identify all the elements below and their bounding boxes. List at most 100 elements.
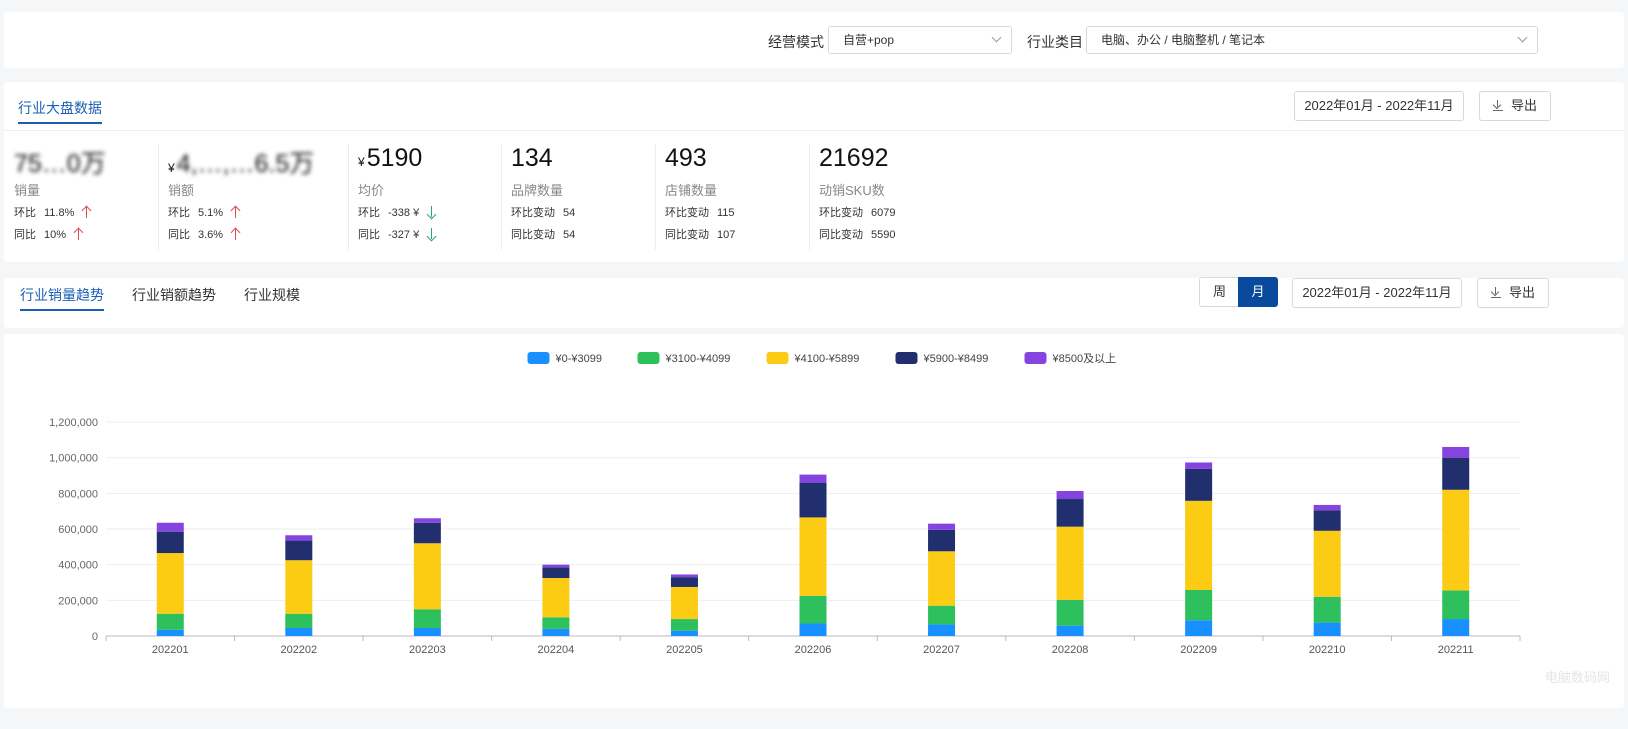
legend-swatch <box>527 352 550 364</box>
stat-compare-key: 同比 <box>358 229 380 241</box>
x-tick-label: 202203 <box>409 644 446 656</box>
bar-segment <box>1313 622 1341 636</box>
stat-label: 销额 <box>168 183 195 198</box>
divider <box>4 130 1624 131</box>
y-tick-label: 600,000 <box>58 524 98 536</box>
stat-divider <box>655 144 656 250</box>
stat-number: 134 <box>511 144 553 172</box>
bar-segment <box>799 482 827 518</box>
legend-swatch <box>1024 352 1047 364</box>
granularity-month-button[interactable]: 月 <box>1238 277 1278 307</box>
y-tick-label: 0 <box>92 631 98 643</box>
bar-segment <box>413 627 441 636</box>
arrow-down-icon <box>427 228 436 240</box>
chevron-down-icon <box>1519 34 1527 42</box>
bar-segment <box>1313 504 1341 511</box>
stat-compare-value: -327 ¥ <box>388 229 420 241</box>
bar-segment <box>413 522 441 544</box>
bar-segment <box>799 595 827 624</box>
bar-segment <box>413 543 441 610</box>
bar-segment <box>1442 590 1470 620</box>
stat-number: 4,…,…6.5万 <box>176 150 315 178</box>
stat-label: 均价 <box>358 183 385 198</box>
bar-segment <box>156 531 184 554</box>
stat-value: 493 <box>665 144 707 173</box>
bar-segment <box>1442 446 1470 458</box>
stat-card: 134 品牌数量 环比变动 54 同比变动 54 <box>501 134 661 254</box>
overview-date-range-picker[interactable]: 2022年01月 - 2022年11月 <box>1294 91 1464 121</box>
stat-compare-row: 同比 -327 ¥ <box>358 226 436 242</box>
bar-segment <box>1313 596 1341 623</box>
bar-segment <box>1185 468 1213 501</box>
stat-compare-value: 11.8% <box>44 207 75 219</box>
bar-segment <box>670 630 698 636</box>
stat-label: 销量 <box>14 183 41 198</box>
arrow-up-icon <box>231 206 240 218</box>
trend-export-button[interactable]: 导出 <box>1477 278 1549 308</box>
overview-export-button[interactable]: 导出 <box>1479 91 1551 121</box>
bar-segment <box>413 518 441 523</box>
stat-compare-row: 同比变动 107 <box>665 226 735 242</box>
arrow-up-icon <box>74 228 83 240</box>
y-tick-label: 200,000 <box>58 595 98 607</box>
granularity-week-button[interactable]: 周 <box>1199 277 1239 307</box>
stat-compare-key: 环比变动 <box>665 207 709 219</box>
bar-segment <box>1056 491 1084 500</box>
stat-compare-value: 6079 <box>871 207 896 219</box>
x-tick-label: 202204 <box>538 644 575 656</box>
tab-industry-scale[interactable]: 行业规模 <box>244 287 300 303</box>
stat-value: ¥5190 <box>358 144 422 173</box>
stat-compare-value: 3.6% <box>198 229 224 241</box>
stat-label: 品牌数量 <box>511 183 564 198</box>
stat-value: 134 <box>511 144 553 173</box>
stat-compare-row: 环比变动 115 <box>665 204 735 220</box>
mode-select[interactable]: 自营+pop <box>828 26 1012 54</box>
bar-segment <box>670 586 698 620</box>
stat-compare-key: 同比 <box>168 229 190 241</box>
category-select[interactable]: 电脑、办公 / 电脑整机 / 笔记本 <box>1086 26 1538 54</box>
stat-number: 21692 <box>819 144 889 172</box>
category-select-value: 电脑、办公 / 电脑整机 / 笔记本 <box>1101 33 1266 47</box>
chart-panel: 0 200,000 400,000 600,000 800,000 1,000,000 1,… <box>4 334 1624 708</box>
chevron-down-icon <box>993 34 1001 42</box>
download-icon <box>1490 287 1501 298</box>
stat-compare-key: 环比 <box>358 207 380 219</box>
category-label: 行业类目 <box>1027 34 1083 50</box>
stat-card: ¥5190 均价环比 -338 ¥ 同比 -327 ¥ <box>348 134 508 254</box>
mode-label: 经营模式 <box>768 34 824 50</box>
stat-divider <box>501 144 502 250</box>
bar-segment <box>1185 589 1213 621</box>
trend-bar: 行业销量趋势 行业销额趋势 行业规模 2022年01月 - 2022年11月 导… <box>4 278 1624 328</box>
stat-compare-value: 107 <box>717 229 736 241</box>
bar-segment <box>1442 489 1470 591</box>
bar-segment <box>542 564 570 568</box>
bar-segment <box>670 619 698 631</box>
tab-sales-amount-trend[interactable]: 行业销额趋势 <box>132 287 216 303</box>
bar-segment <box>285 560 313 614</box>
stat-compare-value: 54 <box>563 229 576 241</box>
bar-segment <box>285 613 313 628</box>
y-tick-label: 1,000,000 <box>49 453 98 465</box>
bar-segment <box>1185 620 1213 636</box>
x-tick-label: 202205 <box>666 644 703 656</box>
stat-compare-value: -338 ¥ <box>388 207 420 219</box>
bar-segment <box>1442 619 1470 636</box>
stat-compare-row: 同比变动 5590 <box>819 226 895 242</box>
bar-segment <box>156 522 184 532</box>
stat-number: 75…0万 <box>14 150 106 178</box>
tab-sales-volume-trend[interactable]: 行业销量趋势 <box>20 285 104 311</box>
bar-segment <box>799 474 827 483</box>
stat-value: ¥4,…,…6.5万 <box>168 144 314 180</box>
x-tick-label: 202209 <box>1180 644 1217 656</box>
trend-date-range-picker[interactable]: 2022年01月 - 2022年11月 <box>1292 278 1462 308</box>
y-tick-label: 800,000 <box>58 488 98 500</box>
stat-card: 493 店铺数量 环比变动 115 同比变动 107 <box>655 134 815 254</box>
legend-swatch <box>637 352 660 364</box>
bar-segment <box>542 628 570 636</box>
bar-segment <box>670 577 698 587</box>
tab-industry-overview[interactable]: 行业大盘数据 <box>18 98 102 124</box>
legend-label: ¥3100-¥4099 <box>665 353 731 365</box>
stat-compare-row: 环比变动 6079 <box>819 204 895 220</box>
filter-bar: 经营模式 自营+pop 行业类目 电脑、办公 / 电脑整机 / 笔记本 <box>4 12 1624 68</box>
mode-select-value: 自营+pop <box>843 33 895 47</box>
